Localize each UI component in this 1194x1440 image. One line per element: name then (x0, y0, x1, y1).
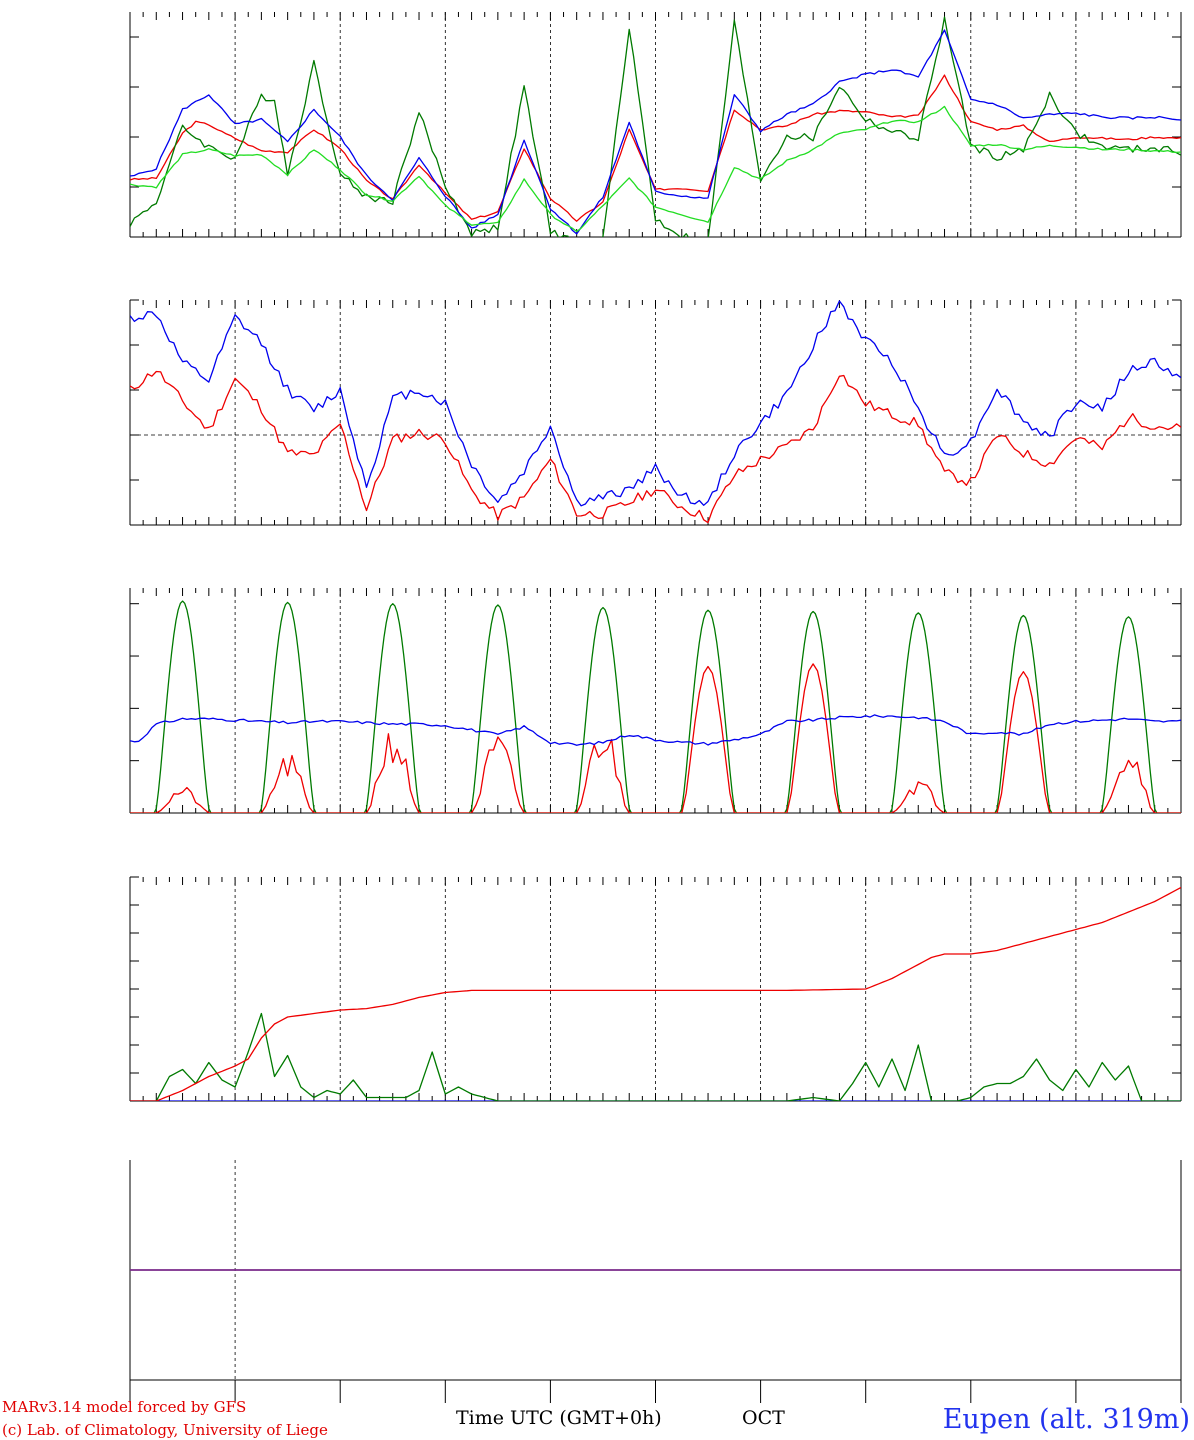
series-line-4 (130, 105, 1181, 233)
lab-credit: (c) Lab. of Climatology, University of L… (2, 1421, 328, 1439)
series-line-infrared (130, 714, 1181, 746)
series-line-cumulated (130, 886, 1181, 1101)
wind-panel (129, 299, 1182, 526)
series-line-3 (130, 29, 1181, 235)
precip-panel (129, 876, 1182, 1102)
series-line-1 (130, 74, 1181, 222)
snow-panel (129, 1160, 1182, 1403)
series-line-2 (130, 300, 1181, 507)
precip-series (130, 886, 1181, 1101)
series-line-solar (130, 663, 1181, 813)
wind-series (130, 300, 1181, 524)
meteogram-panels (129, 12, 1182, 1403)
model-credit: MARv3.14 model forced by GFS (2, 1398, 246, 1416)
series-line-liquid (130, 1012, 1181, 1101)
temperature-series (130, 16, 1181, 237)
series-line-2 (130, 16, 1181, 237)
energy-series (130, 600, 1181, 813)
energy-panel (129, 588, 1182, 814)
temperature-panel (129, 12, 1182, 238)
meteogram-footer: MARv3.14 model forced by GFS (c) Lab. of… (2, 1398, 1190, 1439)
station-name: Eupen (alt. 319m) (943, 1404, 1190, 1435)
month-label: OCT (742, 1407, 785, 1429)
series-line-1 (130, 370, 1181, 524)
x-axis-title: Time UTC (GMT+0h) (456, 1407, 662, 1429)
